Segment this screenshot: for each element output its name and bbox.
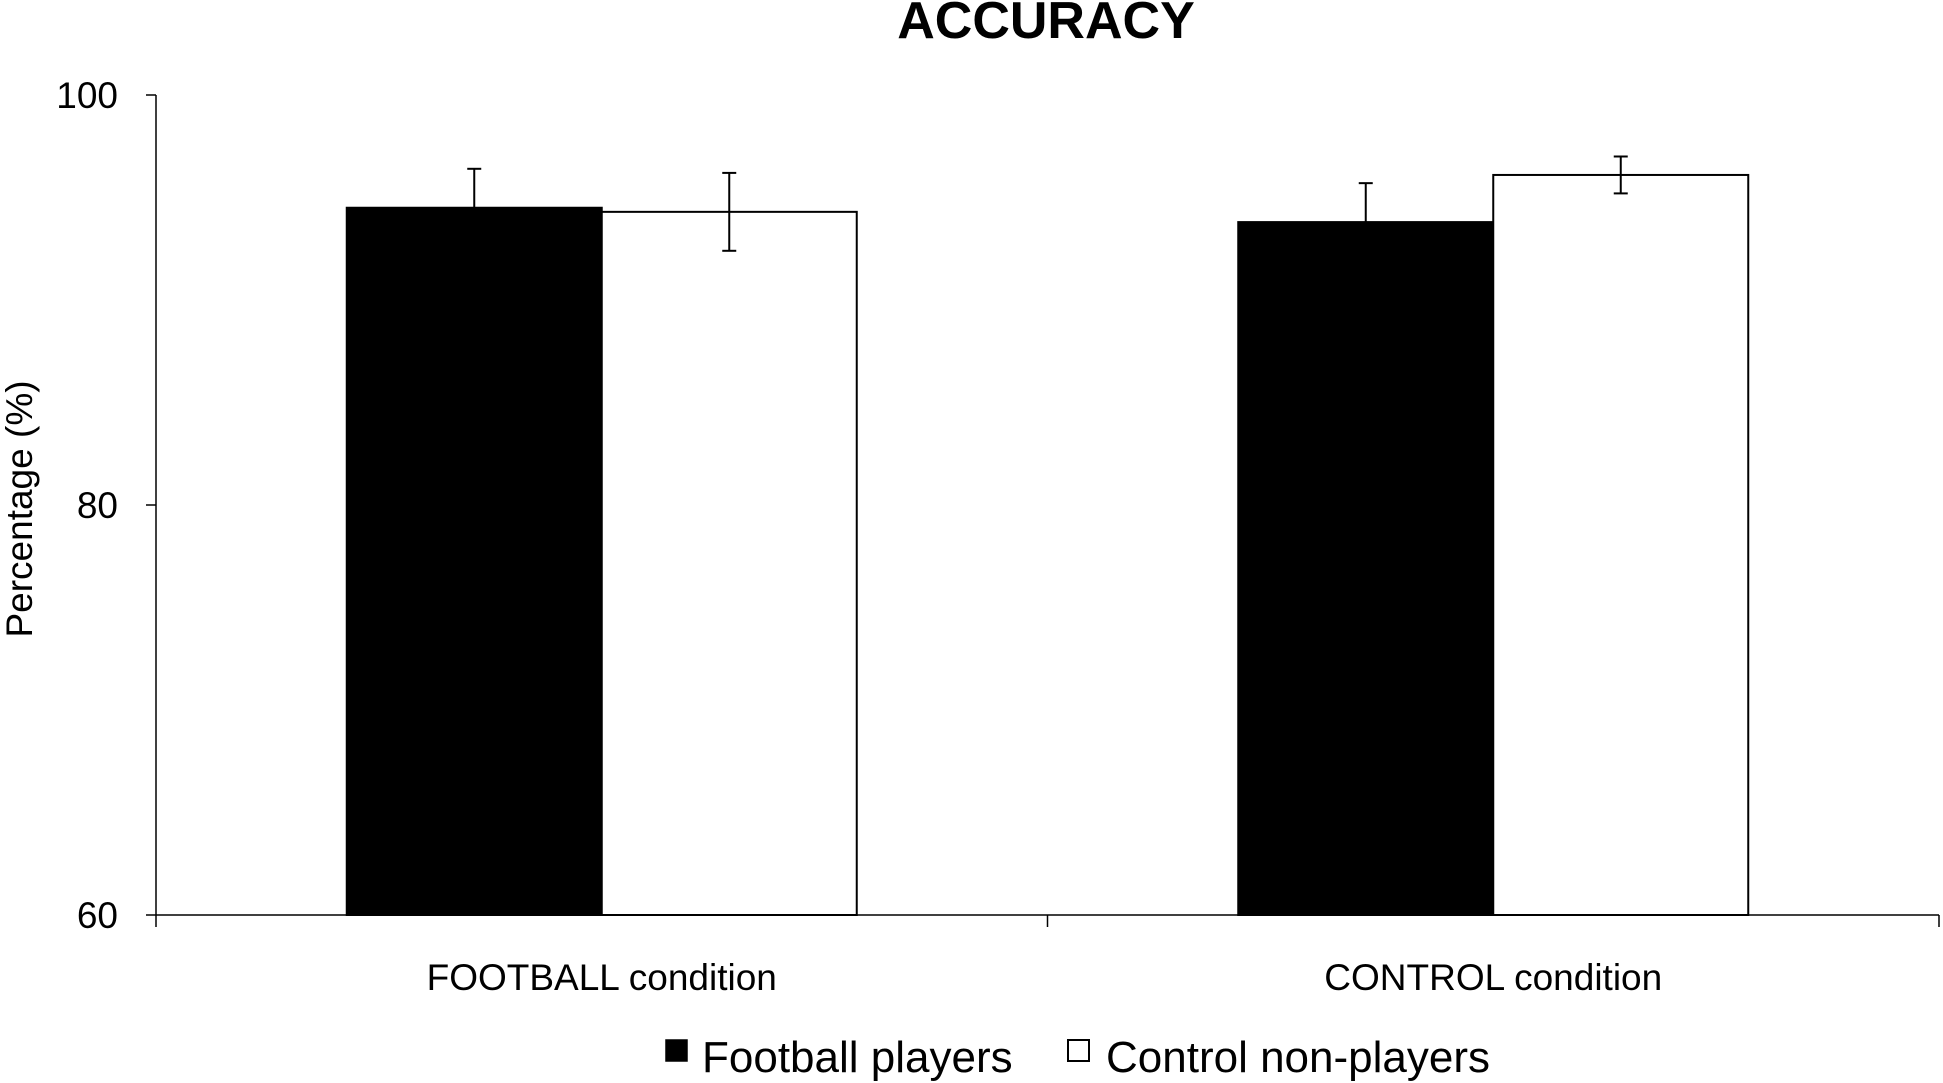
- bars-layer: [345, 173, 1750, 917]
- bar-control-non-players-0: [600, 210, 858, 917]
- x-category-label-1: CONTROL condition: [1324, 957, 1662, 998]
- bar-control-non-players-1: [1492, 173, 1750, 916]
- bar-football-players-0: [345, 206, 603, 916]
- y-ticks-layer: 60 80 100: [56, 75, 156, 936]
- y-axis-label: Percentage (%): [0, 380, 40, 637]
- y-tick-label-0: 60: [77, 895, 118, 936]
- chart-title: ACCURACY: [897, 0, 1195, 50]
- error-bars-layer: [467, 155, 1628, 263]
- legend-label-control-non-players: Control non-players: [1106, 1033, 1490, 1082]
- legend: Football players Control non-players: [665, 1033, 1490, 1082]
- x-category-label-0: FOOTBALL condition: [427, 957, 777, 998]
- legend-label-football-players: Football players: [702, 1033, 1013, 1082]
- x-category-labels: FOOTBALL condition CONTROL condition: [427, 957, 1663, 998]
- legend-swatch-control-non-players: [1067, 1039, 1090, 1062]
- bar-football-players-1: [1237, 221, 1495, 917]
- legend-swatch-football-players: [665, 1039, 688, 1062]
- y-tick-label-2: 100: [56, 75, 118, 116]
- y-tick-label-1: 80: [77, 485, 118, 526]
